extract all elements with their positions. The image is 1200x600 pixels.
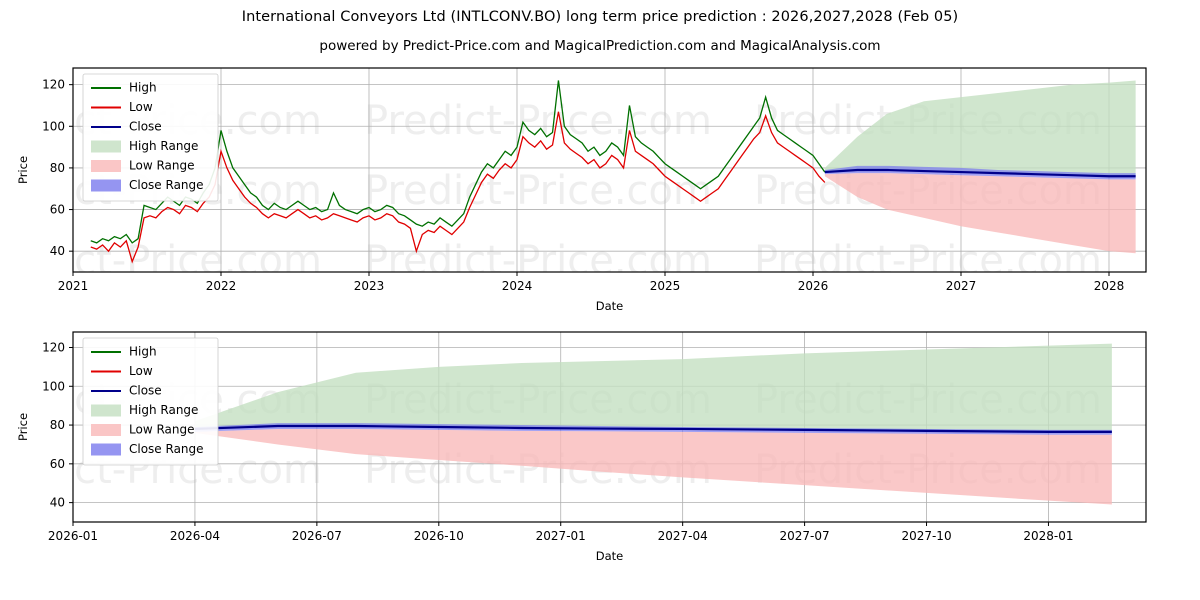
svg-text:Predict-Price.com: Predict-Price.com bbox=[364, 168, 712, 214]
svg-text:Predict-Price.com: Predict-Price.com bbox=[364, 238, 712, 284]
legend-item[interactable]: Close bbox=[91, 384, 162, 398]
high-range-band bbox=[194, 343, 1112, 432]
y-tick-label: 80 bbox=[50, 418, 65, 432]
low-range-band bbox=[824, 173, 1136, 254]
y-tick-label: 120 bbox=[42, 341, 65, 355]
x-tick-label: 2025 bbox=[650, 279, 681, 293]
legend-patch-swatch bbox=[91, 140, 121, 153]
x-tick-label: 2026-01 bbox=[48, 529, 98, 543]
x-tick-label: 2028 bbox=[1094, 279, 1125, 293]
legend-item-label: High Range bbox=[129, 139, 198, 153]
legend-item[interactable]: High bbox=[91, 345, 157, 359]
legend-item[interactable]: Low bbox=[91, 100, 153, 114]
svg-text:Predict-Price.com: Predict-Price.com bbox=[364, 98, 712, 144]
y-tick-label: 40 bbox=[50, 496, 65, 510]
x-tick-label: 2024 bbox=[502, 279, 533, 293]
x-tick-label: 2027-01 bbox=[536, 529, 586, 543]
x-tick-label: 2027 bbox=[946, 279, 977, 293]
legend-item[interactable]: High Range bbox=[91, 139, 198, 153]
x-tick-label: 2026-10 bbox=[414, 529, 464, 543]
legend-item-label: Close Range bbox=[129, 442, 204, 456]
y-axis-label: Price bbox=[16, 156, 30, 184]
x-tick-label: 2027-07 bbox=[780, 529, 830, 543]
legend-item-label: Low bbox=[129, 364, 153, 378]
page-subtitle: powered by Predict-Price.com and Magical… bbox=[319, 38, 881, 54]
plot-frame bbox=[72, 331, 1147, 523]
legend-item[interactable]: Low Range bbox=[91, 159, 194, 173]
y-tick-label: 80 bbox=[50, 161, 65, 175]
legend-item[interactable]: Close Range bbox=[91, 442, 204, 456]
title-block: International Conveyors Ltd (INTLCONV.BO… bbox=[0, 0, 1200, 54]
legend-patch-swatch bbox=[91, 443, 121, 456]
svg-text:Predict-Price.com: Predict-Price.com bbox=[754, 238, 1102, 284]
y-tick-label: 120 bbox=[42, 78, 65, 92]
x-tick-label: 2027-04 bbox=[658, 529, 708, 543]
x-axis-label: Date bbox=[596, 549, 624, 563]
x-tick-label: 2027-10 bbox=[901, 529, 951, 543]
legend-item[interactable]: Low Range bbox=[91, 423, 194, 437]
legend-patch-swatch bbox=[91, 404, 121, 417]
y-axis-label: Price bbox=[16, 413, 30, 441]
low-range-band bbox=[194, 428, 1112, 505]
legend-item[interactable]: Close bbox=[91, 120, 162, 134]
y-tick-label: 60 bbox=[50, 203, 65, 217]
top-chart-panel: Predict-Price.com Predict-Price.com Predic… bbox=[0, 67, 1147, 313]
legend-item-label: High bbox=[129, 81, 157, 95]
close-series-line bbox=[824, 168, 1136, 178]
x-tick-label: 2026-07 bbox=[292, 529, 342, 543]
x-tick-label: 2021 bbox=[58, 279, 89, 293]
legend-item-label: Low Range bbox=[129, 423, 194, 437]
legend-item-label: Low Range bbox=[129, 159, 194, 173]
y-tick-label: 100 bbox=[42, 379, 65, 393]
high-range-band bbox=[824, 80, 1136, 177]
bottom-chart-panel: Predict-Price.comPredict-Price.comPredic… bbox=[16, 331, 1147, 563]
legend-item-label: Close bbox=[129, 384, 162, 398]
legend-patch-swatch bbox=[91, 160, 121, 172]
legend-item-label: High bbox=[129, 345, 157, 359]
legend-item-label: High Range bbox=[129, 403, 198, 417]
legend-patch-swatch bbox=[91, 424, 121, 436]
y-tick-label: 40 bbox=[50, 244, 65, 258]
legend-item[interactable]: Close Range bbox=[91, 178, 204, 192]
x-tick-label: 2022 bbox=[206, 279, 237, 293]
legend-item[interactable]: Low bbox=[91, 364, 153, 378]
page-title: International Conveyors Ltd (INTLCONV.BO… bbox=[241, 9, 959, 25]
y-tick-label: 60 bbox=[50, 457, 65, 471]
chart-legend: High Low Close High Range Low Range Close Ran… bbox=[82, 73, 219, 202]
legend-item-label: Close Range bbox=[129, 178, 204, 192]
legend-item[interactable]: High Range bbox=[91, 403, 198, 417]
x-tick-label: 2028-01 bbox=[1023, 529, 1073, 543]
legend-item-label: Low bbox=[129, 100, 153, 114]
close-series-line bbox=[194, 424, 1112, 433]
x-tick-label: 2026 bbox=[798, 279, 829, 293]
legend-item[interactable]: High bbox=[91, 81, 157, 95]
x-tick-label: 2026-04 bbox=[170, 529, 220, 543]
axes: 40 60 80 100 120 2021 2022 2023 2024 2025 2026 2027… bbox=[16, 78, 1124, 313]
x-axis-label: Date bbox=[596, 299, 624, 313]
x-tick-label: 2023 bbox=[354, 279, 385, 293]
plot-frame bbox=[72, 67, 1147, 273]
chart-legend: High Low Close High Range Low Range Close Ran… bbox=[82, 337, 219, 466]
y-tick-label: 100 bbox=[42, 119, 65, 133]
svg-text:Predict-Price.com: Predict-Price.com bbox=[0, 238, 322, 284]
axes: 40 60 80 100 120 2026-01 2026-04 2026-07 2026-10… bbox=[16, 341, 1074, 563]
legend-item-label: Close bbox=[129, 120, 162, 134]
legend-patch-swatch bbox=[91, 179, 121, 192]
